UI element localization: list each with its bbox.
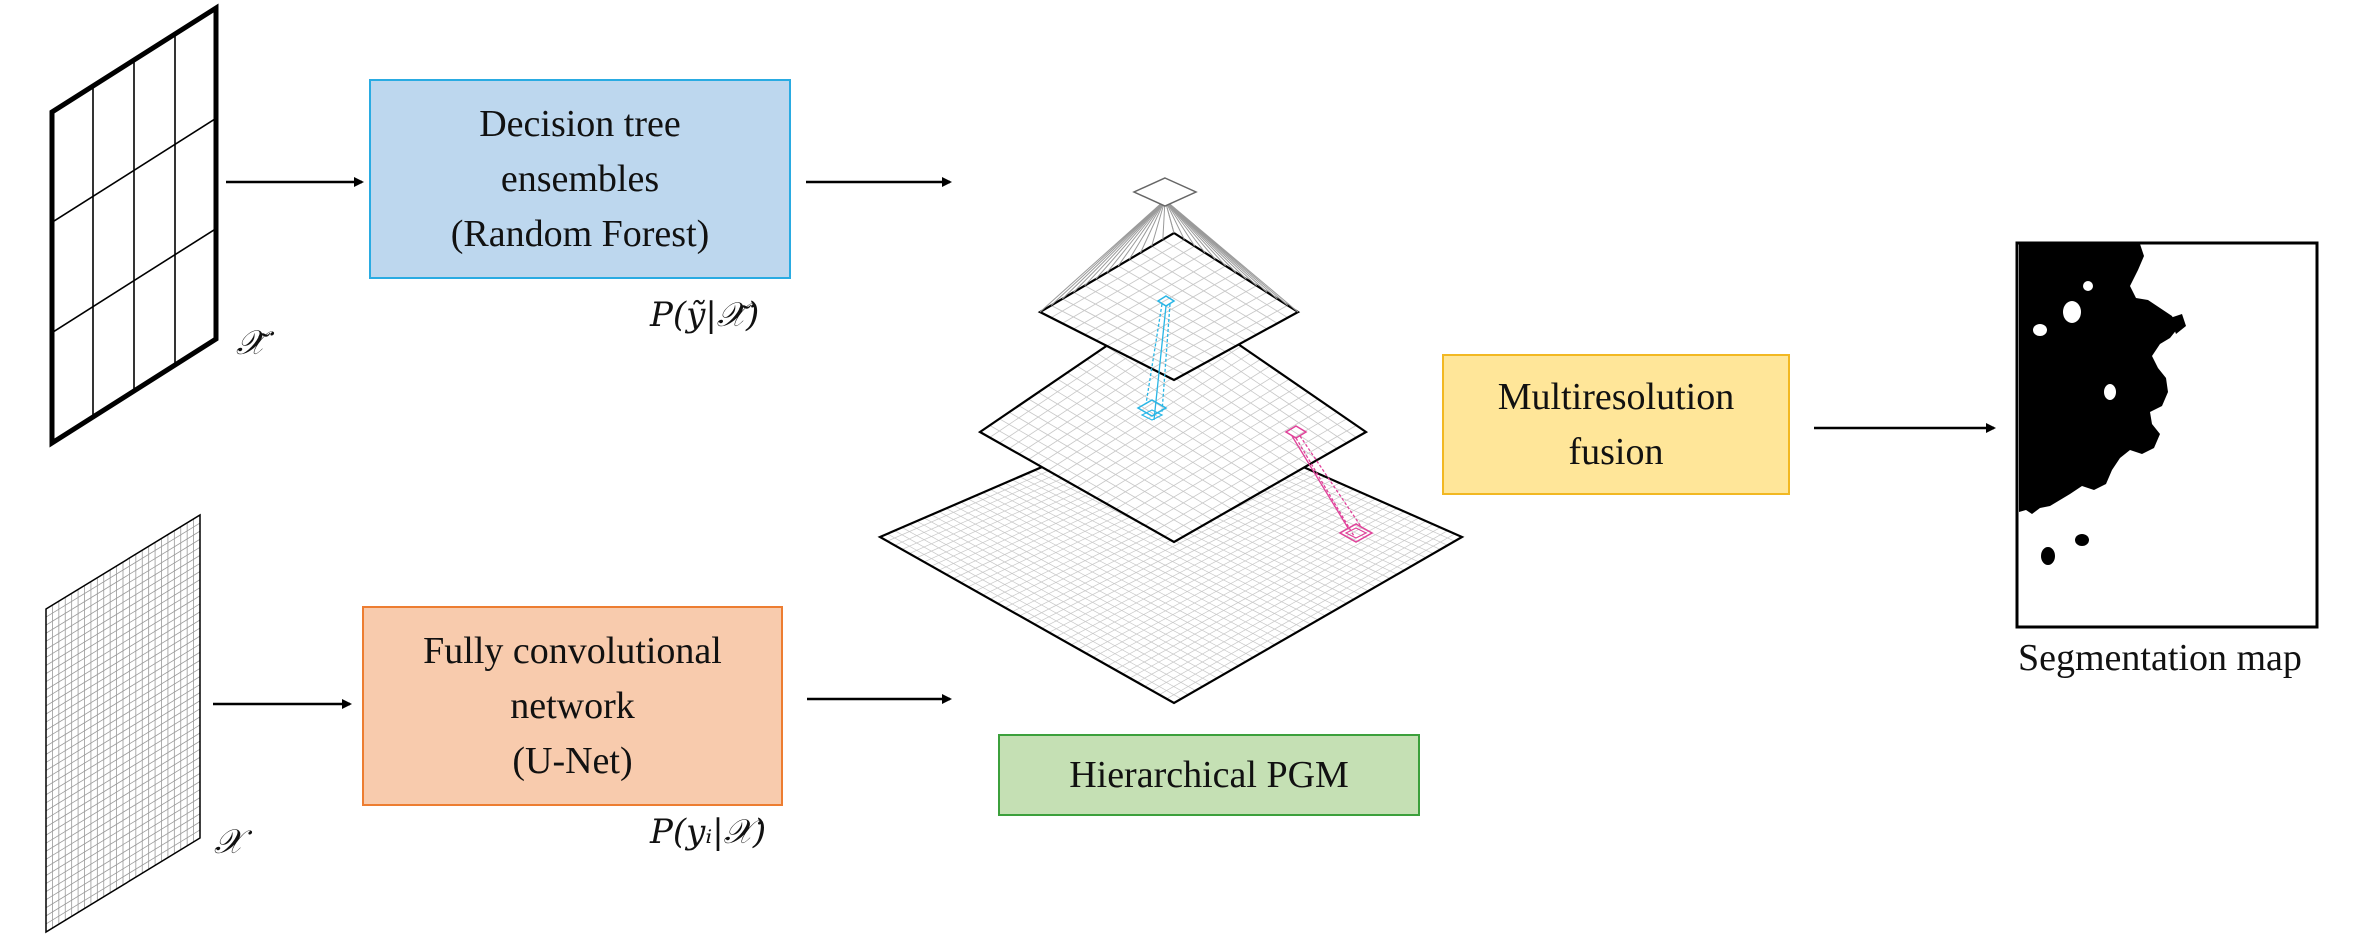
fusion-line-2: fusion	[1568, 430, 1664, 473]
rf-line-1: Decision tree	[479, 102, 681, 145]
fcn-line-1: Fully convolutional	[423, 629, 722, 672]
fcn-line-2: network	[510, 684, 635, 727]
pgm-label: Hierarchical PGM	[1069, 753, 1349, 796]
rf-line-2: ensembles	[500, 157, 660, 200]
p-rf-label: P(ỹ|𝒳̃)	[650, 295, 760, 335]
p-fcn-label: P(yᵢ|𝒳)	[650, 812, 767, 852]
x-tilde-label: 𝒳̃	[236, 323, 266, 363]
rf-line-3: (Random Forest)	[450, 212, 710, 255]
fcn-line-3: (U-Net)	[512, 739, 633, 782]
multiresolution-fusion-box: Multiresolution fusion	[1442, 354, 1790, 495]
fine-input-grid	[45, 513, 201, 934]
random-forest-box: Decision tree ensembles (Random Forest)	[369, 79, 791, 279]
segmentation-map	[2015, 241, 2319, 629]
hierarchical-pgm-pyramid	[877, 177, 1465, 705]
segmentation-foreground	[2019, 244, 2178, 514]
segmentation-map-label: Segmentation map	[2018, 637, 2302, 679]
coarse-input-grid	[49, 3, 219, 448]
hierarchical-pgm-box: Hierarchical PGM	[998, 734, 1420, 816]
x-label: 𝒳	[214, 822, 244, 862]
fcn-box: Fully convolutional network (U-Net)	[362, 606, 783, 806]
fusion-line-1: Multiresolution	[1497, 375, 1735, 418]
